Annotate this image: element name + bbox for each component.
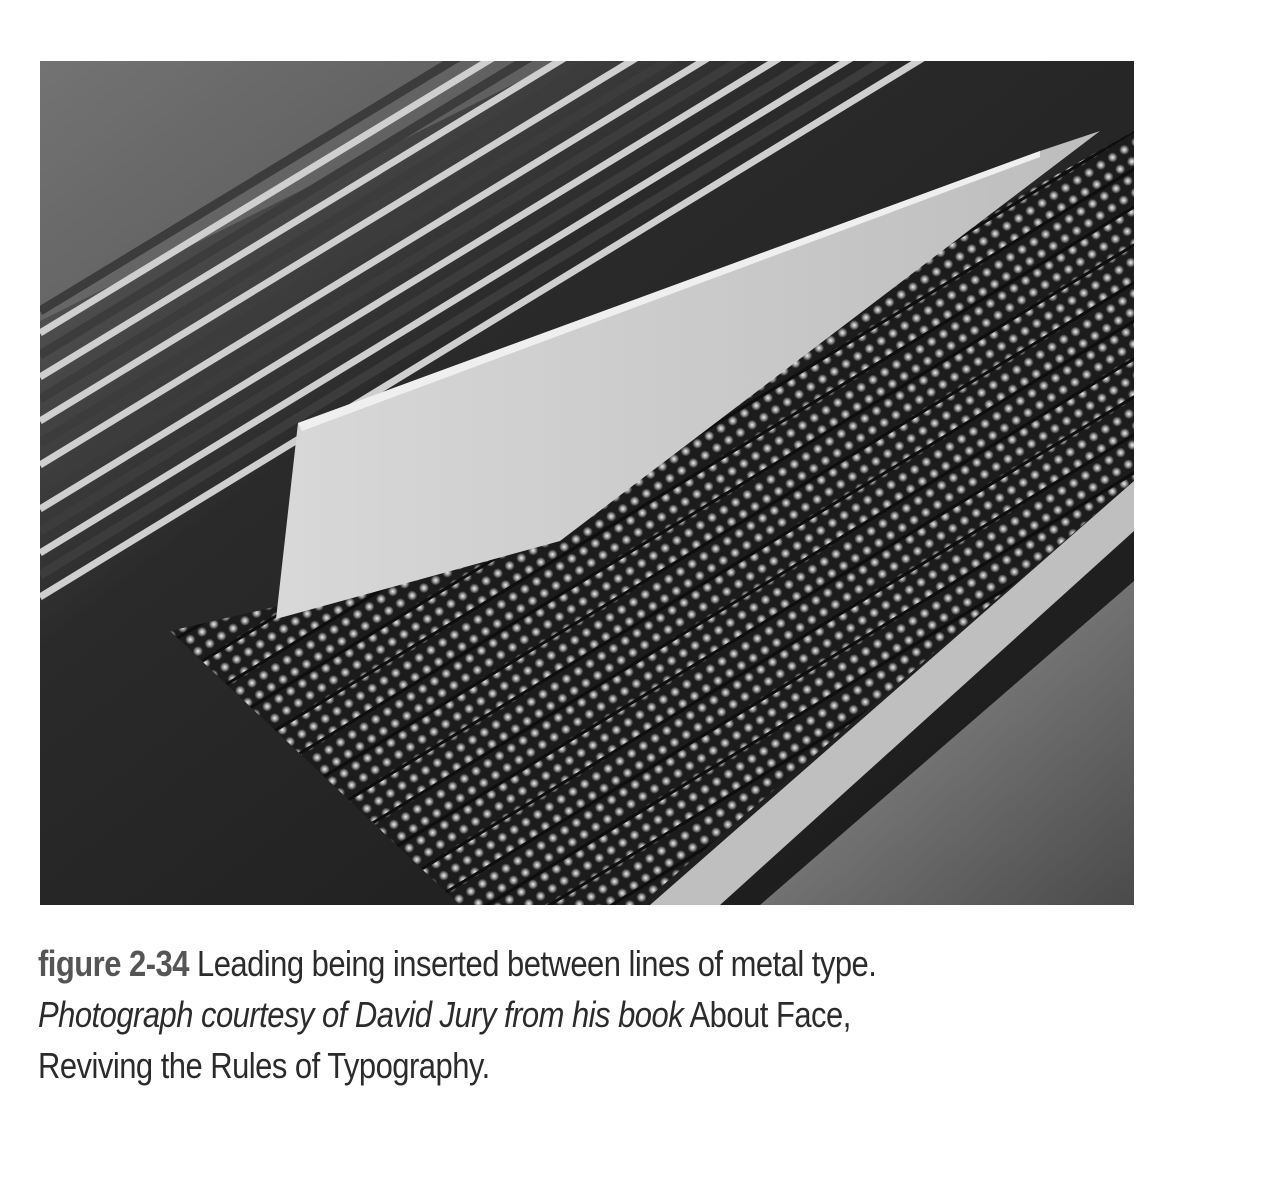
type-line-gap [247,181,1134,825]
figure-number: figure 2-34 [38,943,189,984]
metal-bar [40,61,567,380]
type-line-gap [337,316,1134,905]
metal-bar [40,61,891,579]
metal-bar [40,61,639,424]
metal-bar [40,61,461,315]
metal-bar [40,61,820,535]
metal-bar [40,61,782,512]
caption-line-1: figure 2-34 Leading being inserted betwe… [38,938,1018,989]
metal-bar [40,61,533,359]
type-line-gap [283,235,1134,879]
book-title-part-1: About Face, [683,994,852,1035]
metal-bar [40,61,710,468]
metal-bar [40,61,854,556]
caption-line-2: Photograph courtesy of David Jury from h… [38,989,1018,1040]
type-line-gap [211,131,1134,771]
type-line-gap [319,289,1134,905]
type-line-gap [229,154,1134,798]
caption-line-3: Reviving the Rules of Typography. [38,1040,1018,1091]
type-line-gap [193,131,1134,744]
photo-credit: Photograph courtesy of David Jury from h… [38,994,684,1035]
type-line-gap [265,208,1134,852]
type-line-gap [301,262,1134,905]
caption-description: Leading being inserted between lines of … [188,943,877,984]
metal-bar [40,61,748,491]
metal-type-photograph [40,61,1134,905]
type-line-gap [355,343,1134,905]
book-title-part-2: Reviving the Rules of Typography. [38,1045,490,1086]
metal-bar [40,61,495,336]
metal-bar [40,61,925,600]
figure-caption: figure 2-34 Leading being inserted betwe… [38,938,1018,1091]
metal-bar [40,61,676,447]
metal-bar [40,61,605,403]
